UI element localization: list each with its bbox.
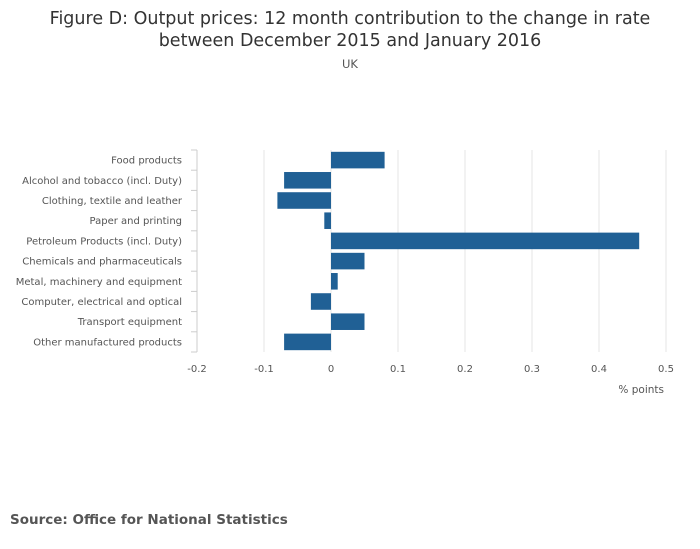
x-tick-label: 0.5 [658, 364, 674, 375]
chart-title-line-2: between December 2015 and January 2016 [158, 31, 542, 51]
category-label: Other manufactured products [33, 337, 182, 348]
bar [331, 252, 365, 270]
x-tick-label: -0.1 [254, 364, 274, 375]
category-label: Chemicals and pharmaceuticals [22, 257, 182, 268]
x-tick-label: 0.2 [457, 364, 473, 375]
category-label: Petroleum Products (incl. Duty) [26, 236, 182, 247]
category-label: Computer, electrical and optical [21, 297, 182, 308]
category-label: Transport equipment [77, 317, 182, 328]
bar [277, 192, 331, 209]
category-label: Metal, machinery and equipment [16, 277, 182, 288]
bar [331, 313, 365, 330]
source-note: Source: Office for National Statistics [10, 512, 288, 528]
bar [331, 232, 640, 250]
chart-title: Figure D: Output prices: 12 month contri… [0, 8, 700, 52]
bar [331, 151, 385, 169]
category-label: Clothing, textile and leather [42, 196, 183, 207]
category-label: Food products [111, 156, 182, 167]
x-tick-label: 0.4 [591, 364, 607, 375]
x-tick-label: 0.1 [390, 364, 406, 375]
bar [284, 333, 331, 351]
x-tick-label: 0.3 [524, 364, 540, 375]
chart-title-line-1: Figure D: Output prices: 12 month contri… [49, 9, 651, 29]
category-label: Alcohol and tobacco (incl. Duty) [22, 176, 182, 187]
bar [284, 172, 331, 189]
bar [331, 273, 338, 290]
x-tick-label: -0.2 [187, 364, 207, 375]
bar [324, 212, 331, 229]
category-label: Paper and printing [90, 216, 182, 227]
x-axis-title: % points [618, 384, 664, 396]
bar [310, 293, 331, 310]
chart-subtitle: UK [342, 57, 358, 71]
x-tick-label: 0 [328, 364, 334, 375]
